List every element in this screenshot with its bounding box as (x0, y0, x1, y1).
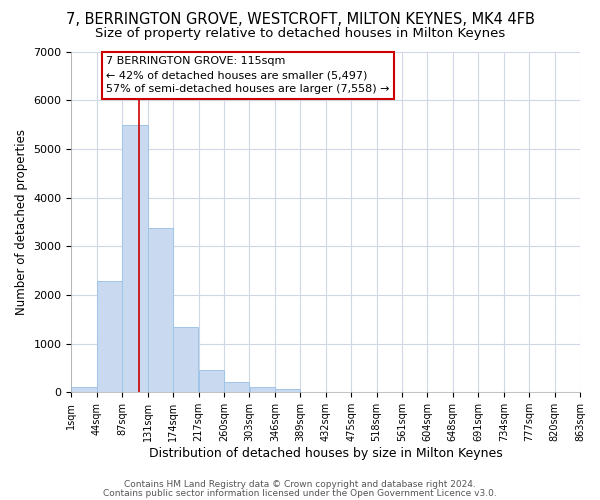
Bar (148, 228, 173, 392)
Bar (250, 387, 275, 392)
Bar (71, 388, 97, 392)
Bar (224, 382, 250, 392)
Text: Size of property relative to detached houses in Milton Keynes: Size of property relative to detached ho… (95, 28, 505, 40)
X-axis label: Distribution of detached houses by size in Milton Keynes: Distribution of detached houses by size … (149, 447, 503, 460)
Bar (173, 328, 199, 392)
Text: Contains HM Land Registry data © Crown copyright and database right 2024.: Contains HM Land Registry data © Crown c… (124, 480, 476, 489)
Bar (97, 281, 122, 392)
Y-axis label: Number of detached properties: Number of detached properties (15, 129, 28, 315)
Bar (275, 388, 300, 392)
Text: 7 BERRINGTON GROVE: 115sqm
← 42% of detached houses are smaller (5,497)
57% of s: 7 BERRINGTON GROVE: 115sqm ← 42% of deta… (106, 56, 390, 94)
Bar (122, 126, 148, 392)
Bar (199, 370, 224, 392)
Text: Contains public sector information licensed under the Open Government Licence v3: Contains public sector information licen… (103, 488, 497, 498)
Text: 7, BERRINGTON GROVE, WESTCROFT, MILTON KEYNES, MK4 4FB: 7, BERRINGTON GROVE, WESTCROFT, MILTON K… (65, 12, 535, 28)
